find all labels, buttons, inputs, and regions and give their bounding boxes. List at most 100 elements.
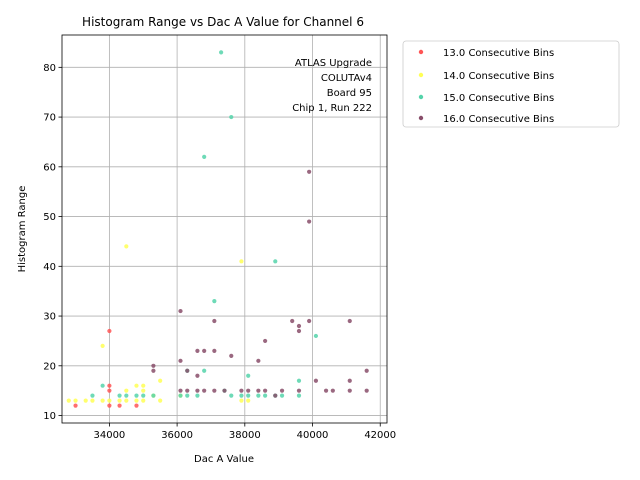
y-tick-label: 50 <box>43 212 56 223</box>
x-tick-label: 34000 <box>93 430 125 441</box>
legend-label-14: 14.0 Consecutive Bins <box>443 71 554 82</box>
data-point-series-3 <box>348 389 352 393</box>
data-point-series-3 <box>256 359 260 363</box>
chart-title: Histogram Range vs Dac A Value for Chann… <box>82 15 364 29</box>
y-axis-label: Histogram Range <box>17 186 28 273</box>
data-point-series-2 <box>101 384 105 388</box>
data-point-series-3 <box>263 339 267 343</box>
data-point-series-1 <box>141 389 145 393</box>
data-point-series-1 <box>67 399 71 403</box>
data-point-series-2 <box>229 115 233 119</box>
data-point-series-3 <box>195 349 199 353</box>
data-point-series-3 <box>246 389 250 393</box>
data-point-series-2 <box>151 394 155 398</box>
data-point-series-0 <box>107 389 111 393</box>
data-point-series-2 <box>297 379 301 383</box>
data-point-series-1 <box>101 399 105 403</box>
y-tick-label: 40 <box>43 262 56 273</box>
data-point-series-1 <box>246 399 250 403</box>
annotation-line-2: COLUTAv4 <box>321 73 372 84</box>
data-point-series-1 <box>124 399 128 403</box>
data-point-series-2 <box>185 394 189 398</box>
data-point-series-0 <box>117 403 121 407</box>
data-point-series-3 <box>212 319 216 323</box>
data-point-series-3 <box>222 389 226 393</box>
x-tick-label: 42000 <box>364 430 396 441</box>
data-point-series-1 <box>141 384 145 388</box>
x-tick-label: 40000 <box>297 430 329 441</box>
y-tick-label: 60 <box>43 162 56 173</box>
data-point-series-1 <box>239 399 243 403</box>
legend-marker-16 <box>419 116 423 120</box>
data-point-series-2 <box>229 394 233 398</box>
data-point-series-3 <box>178 389 182 393</box>
y-tick-label: 20 <box>43 361 56 372</box>
legend-marker-14 <box>419 73 423 77</box>
data-point-series-3 <box>212 349 216 353</box>
axis-ticks: 34000 36000 38000 40000 42000 10 20 30 40 50 60 70 8… <box>43 63 396 441</box>
data-point-series-3 <box>178 309 182 313</box>
legend-label-16: 16.0 Consecutive Bins <box>443 114 554 125</box>
data-point-series-3 <box>185 389 189 393</box>
y-tick-label: 70 <box>43 113 56 124</box>
data-point-series-2 <box>219 50 223 54</box>
data-point-series-2 <box>256 394 260 398</box>
data-point-series-2 <box>212 299 216 303</box>
annotation-line-4: Chip 1, Run 222 <box>292 103 372 114</box>
x-tick-label: 36000 <box>161 430 193 441</box>
y-tick-label: 80 <box>43 63 56 74</box>
data-point-series-3 <box>280 389 284 393</box>
data-point-series-0 <box>107 329 111 333</box>
data-point-series-2 <box>263 394 267 398</box>
data-point-series-2 <box>246 394 250 398</box>
data-point-series-2 <box>117 394 121 398</box>
data-point-series-1 <box>101 344 105 348</box>
data-point-series-2 <box>195 394 199 398</box>
data-point-series-3 <box>239 389 243 393</box>
data-point-series-3 <box>314 379 318 383</box>
data-point-series-2 <box>314 334 318 338</box>
data-point-series-1 <box>158 379 162 383</box>
data-point-series-1 <box>134 384 138 388</box>
data-point-series-0 <box>107 403 111 407</box>
data-point-series-1 <box>84 399 88 403</box>
data-point-series-3 <box>202 349 206 353</box>
data-point-series-3 <box>290 319 294 323</box>
atlas-annotation: ATLAS Upgrade COLUTAv4 Board 95 Chip 1, … <box>292 58 372 114</box>
data-point-series-1 <box>107 399 111 403</box>
data-point-series-1 <box>124 389 128 393</box>
data-point-series-1 <box>73 399 77 403</box>
data-point-series-3 <box>229 354 233 358</box>
data-point-series-2 <box>90 394 94 398</box>
legend-marker-13 <box>419 50 423 54</box>
data-point-series-1 <box>158 399 162 403</box>
y-tick-label: 30 <box>43 312 56 323</box>
data-point-series-3 <box>348 319 352 323</box>
data-point-series-1 <box>134 399 138 403</box>
data-point-series-2 <box>246 374 250 378</box>
data-point-series-3 <box>307 319 311 323</box>
data-point-series-2 <box>273 259 277 263</box>
data-point-series-3 <box>365 369 369 373</box>
data-point-series-0 <box>73 403 77 407</box>
data-point-series-2 <box>297 394 301 398</box>
data-point-series-3 <box>331 389 335 393</box>
legend-label-15: 15.0 Consecutive Bins <box>443 93 554 104</box>
data-point-series-3 <box>307 170 311 174</box>
data-point-series-3 <box>307 219 311 223</box>
data-point-series-1 <box>124 244 128 248</box>
legend-marker-15 <box>419 95 423 99</box>
data-point-series-1 <box>141 399 145 403</box>
data-point-series-3 <box>151 364 155 368</box>
data-point-series-1 <box>90 399 94 403</box>
y-tick-label: 10 <box>43 411 56 422</box>
data-point-series-2 <box>202 369 206 373</box>
data-point-series-3 <box>151 369 155 373</box>
data-point-series-3 <box>195 389 199 393</box>
legend: 13.0 Consecutive Bins 14.0 Consecutive B… <box>403 41 619 127</box>
data-point-series-2 <box>178 394 182 398</box>
data-point-series-3 <box>256 389 260 393</box>
data-point-series-3 <box>212 389 216 393</box>
data-point-series-2 <box>280 394 284 398</box>
data-point-series-3 <box>348 379 352 383</box>
